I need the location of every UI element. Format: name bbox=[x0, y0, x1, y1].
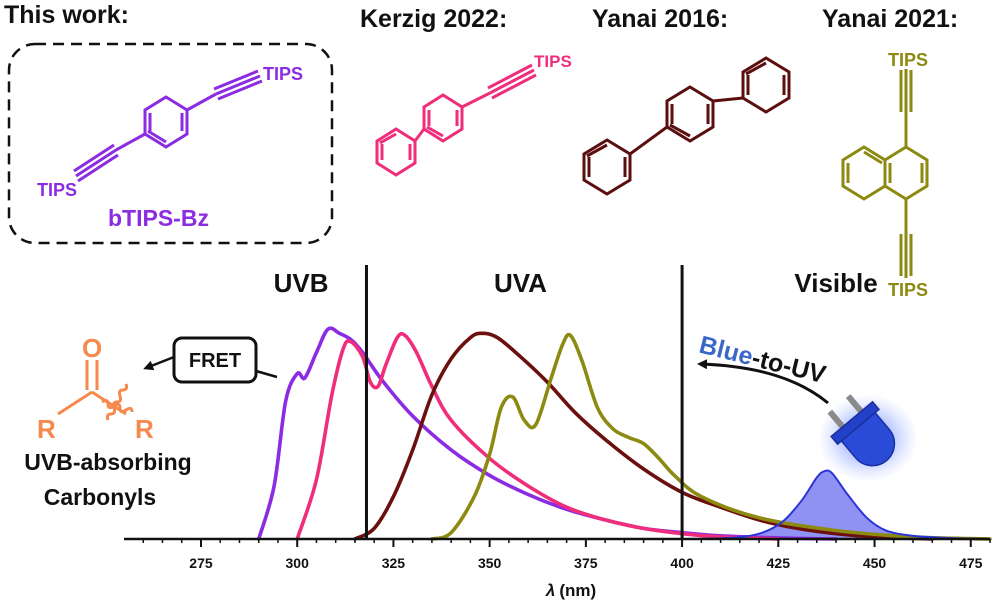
region-label-uvb: UVB bbox=[274, 268, 329, 298]
series-4-fill bbox=[682, 470, 983, 539]
chart-lines bbox=[256, 326, 992, 541]
btips-bz-tips-top: TIPS bbox=[263, 64, 303, 84]
chart-fills bbox=[682, 470, 983, 539]
yanai-2021-tips-bottom: TIPS bbox=[888, 280, 928, 300]
x-tick-label: 475 bbox=[959, 555, 983, 571]
to-uv-word: -to-UV bbox=[749, 344, 829, 389]
series-4-line bbox=[681, 469, 984, 540]
yanai-2021-structure bbox=[841, 69, 929, 278]
kerzig-tips: TIPS bbox=[534, 52, 572, 71]
carbonyl-caption-line2: Carbonyls bbox=[44, 484, 156, 510]
blue-to-uv-arrow bbox=[697, 359, 829, 405]
fret-arrow bbox=[143, 355, 175, 371]
blue-led-icon bbox=[818, 394, 918, 482]
yanai-2016-structure bbox=[582, 56, 791, 196]
header-kerzig-2022: Kerzig 2022: bbox=[360, 5, 507, 33]
carbonyl-caption-line1: UVB-absorbing bbox=[24, 449, 191, 475]
header-this-work: This work: bbox=[4, 1, 129, 29]
carbonyl-o: O bbox=[82, 333, 102, 363]
kerzig-structure bbox=[375, 63, 537, 177]
this-work-box bbox=[7, 42, 334, 245]
carbonyl-structure bbox=[57, 360, 134, 421]
x-axis-label: λ (nm) bbox=[545, 581, 596, 600]
fret-box bbox=[172, 336, 258, 384]
x-tick-label: 325 bbox=[382, 555, 406, 571]
btips-bz-tips-bottom: TIPS bbox=[37, 180, 77, 200]
region-labels: UVB UVA Visible bbox=[274, 265, 878, 539]
x-tick-label: 425 bbox=[767, 555, 791, 571]
carbonyl-r-right: R bbox=[135, 414, 154, 444]
x-axis: 275 300 325 350 375 400 425 450 475 bbox=[124, 537, 991, 571]
x-tick-label: 450 bbox=[863, 555, 887, 571]
x-tick-label: 400 bbox=[670, 555, 694, 571]
region-label-uva: UVA bbox=[494, 268, 547, 298]
carbonyl-r-left: R bbox=[37, 414, 56, 444]
x-tick-label: 350 bbox=[478, 555, 502, 571]
series-2-line bbox=[353, 331, 935, 541]
header-yanai-2016: Yanai 2016: bbox=[592, 5, 728, 33]
region-label-visible: Visible bbox=[794, 268, 877, 298]
btips-bz-structure bbox=[73, 69, 263, 183]
x-axis-symbol: λ bbox=[545, 581, 555, 600]
x-tick-label: 300 bbox=[286, 555, 310, 571]
series-1-line bbox=[295, 331, 781, 541]
blue-to-uv-label: Blue-to-UV bbox=[696, 331, 828, 389]
series-3-line bbox=[430, 332, 992, 541]
x-tick-label: 375 bbox=[574, 555, 598, 571]
header-yanai-2021: Yanai 2021: bbox=[822, 5, 958, 33]
btips-bz-name: bTIPS-Bz bbox=[108, 205, 209, 231]
fret-label: FRET bbox=[189, 350, 241, 372]
fret-connector bbox=[255, 369, 278, 379]
yanai-2021-tips-top: TIPS bbox=[888, 50, 928, 70]
x-tick-label: 275 bbox=[189, 555, 213, 571]
x-axis-unit: (nm) bbox=[559, 581, 596, 600]
